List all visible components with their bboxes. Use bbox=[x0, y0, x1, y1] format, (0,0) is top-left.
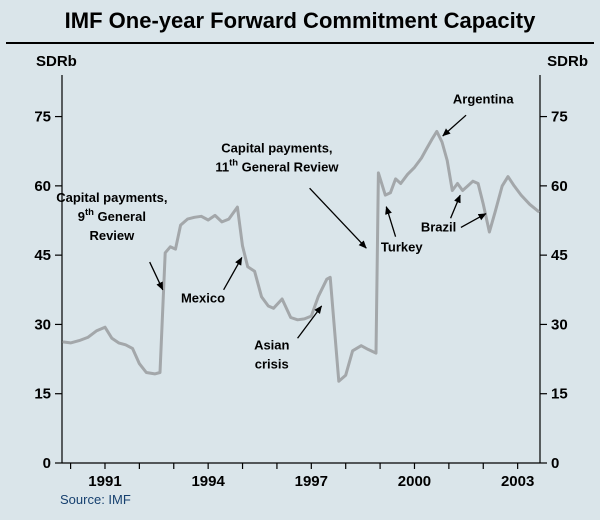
svg-text:30: 30 bbox=[34, 316, 51, 333]
annotation-argentina: Argentina bbox=[442, 92, 514, 137]
svg-text:75: 75 bbox=[551, 109, 568, 126]
svg-text:0: 0 bbox=[551, 455, 559, 472]
annotation-capital-payments-11th: Capital payments, 11th General Review bbox=[215, 141, 367, 249]
x-axis-ticks: 1991 1994 1997 2000 2003 bbox=[69, 463, 534, 490]
svg-text:15: 15 bbox=[551, 386, 568, 403]
axes bbox=[61, 75, 541, 464]
svg-text:1994: 1994 bbox=[191, 473, 225, 490]
svg-text:0: 0 bbox=[43, 455, 51, 472]
svg-text:45: 45 bbox=[551, 247, 568, 264]
chart-title: IMF One-year Forward Commitment Capacity bbox=[64, 8, 536, 33]
y-axis-unit-left: SDRb bbox=[36, 53, 77, 70]
source-note: Source: IMF bbox=[60, 492, 131, 507]
annotation-brazil: Brazil bbox=[421, 194, 487, 235]
y-axis-ticks: 0 0 15 15 30 30 45 45 60 60 75 75 bbox=[34, 109, 567, 472]
svg-text:75: 75 bbox=[34, 109, 51, 126]
svg-text:2000: 2000 bbox=[398, 473, 431, 490]
annotation-asian-crisis: Asian crisis bbox=[254, 305, 323, 371]
svg-text:60: 60 bbox=[34, 178, 51, 195]
svg-text:Turkey: Turkey bbox=[381, 239, 423, 254]
svg-text:60: 60 bbox=[551, 178, 568, 195]
svg-text:Mexico: Mexico bbox=[181, 290, 225, 305]
annotation-turkey: Turkey bbox=[381, 206, 423, 254]
svg-text:2003: 2003 bbox=[501, 473, 534, 490]
svg-text:1991: 1991 bbox=[88, 473, 121, 490]
svg-text:1997: 1997 bbox=[295, 473, 328, 490]
title-divider bbox=[6, 42, 594, 44]
svg-text:45: 45 bbox=[34, 247, 51, 264]
svg-text:30: 30 bbox=[551, 316, 568, 333]
annotation-mexico: Mexico bbox=[181, 257, 243, 305]
annotation-capital-payments-9th: Capital payments, 9th General Review bbox=[56, 190, 167, 291]
svg-text:Brazil: Brazil bbox=[421, 220, 456, 235]
y-axis-unit-right: SDRb bbox=[547, 53, 588, 70]
svg-text:15: 15 bbox=[34, 386, 51, 403]
svg-text:Argentina: Argentina bbox=[453, 92, 514, 107]
svg-text:Capital payments,11th General: Capital payments, 11th General Review bbox=[215, 141, 339, 175]
